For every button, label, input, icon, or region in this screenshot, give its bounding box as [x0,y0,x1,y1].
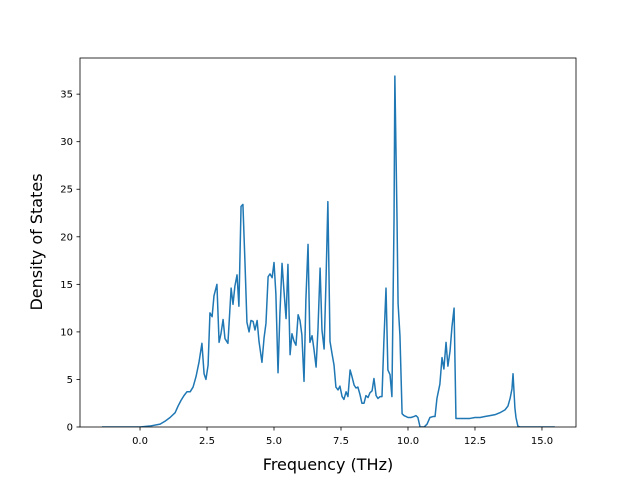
y-tick-label: 35 [60,90,73,101]
line [101,75,555,427]
y-tick-label: 10 [60,327,73,338]
x-tick-label: 15.0 [531,436,553,447]
x-tick-label: 10.0 [397,436,419,447]
y-tick-label: 5 [67,375,73,386]
plot-frame [79,57,577,428]
y-axis-label: Density of States [27,173,46,310]
y-tick-label: 25 [60,185,73,196]
y-tick-label: 30 [60,137,73,148]
y-tick-label: 0 [67,423,73,434]
x-tick-label: 0.0 [132,436,148,447]
x-tick-label: 2.5 [199,436,215,447]
x-tick-label: 7.5 [333,436,349,447]
x-tick-label: 12.5 [464,436,486,447]
y-tick-label: 15 [60,280,73,291]
x-tick-label: 5.0 [266,436,282,447]
x-axis-label: Frequency (THz) [263,455,393,474]
y-tick-label: 20 [60,232,73,243]
